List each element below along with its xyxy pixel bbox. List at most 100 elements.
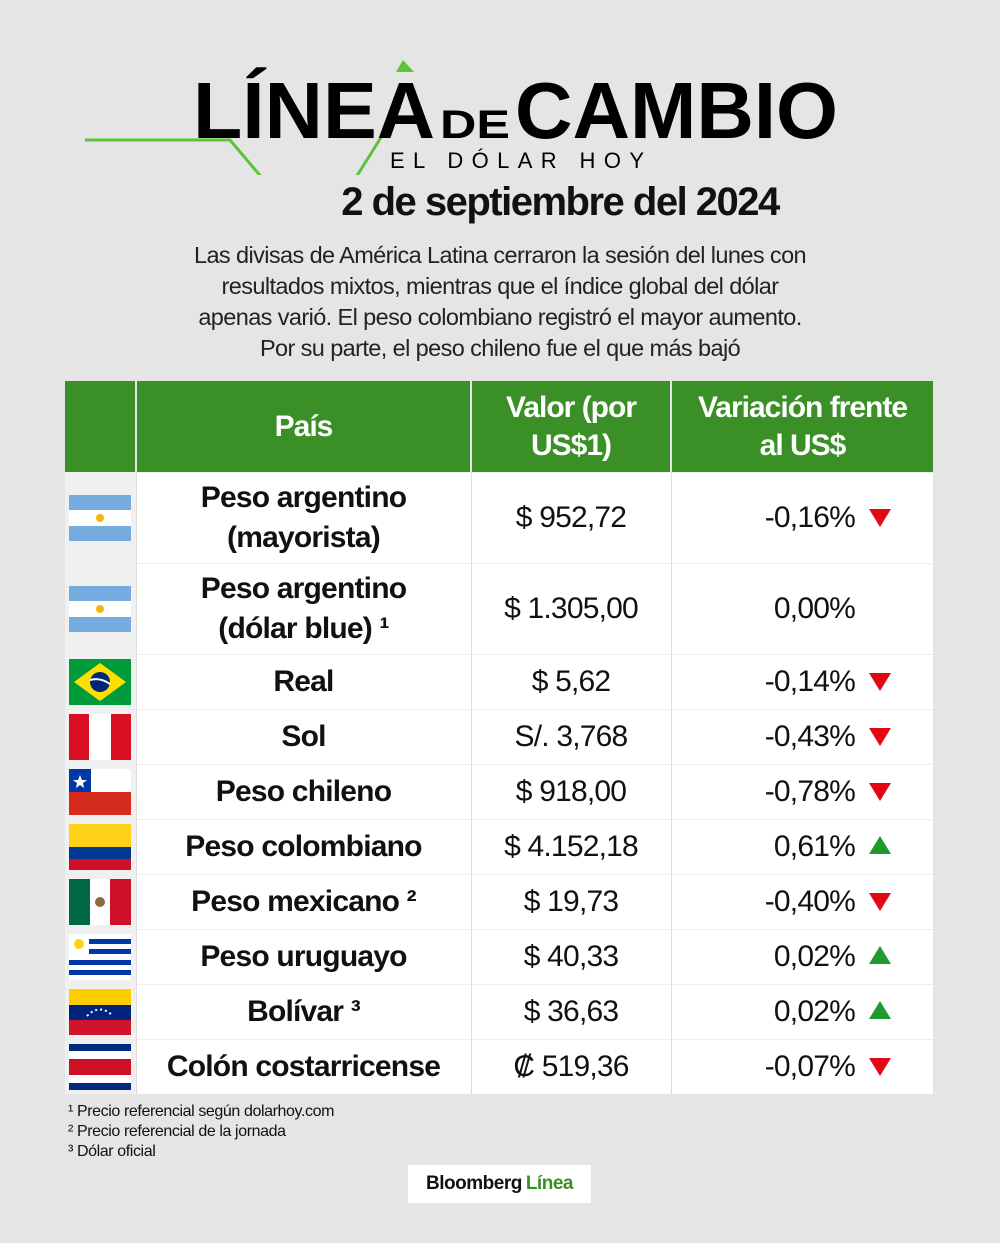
table-row: Peso argentino (mayorista) $ 952,72 -0,16%	[65, 472, 933, 564]
variation-cell: 0,61%	[670, 819, 933, 875]
rate-value: $ 918,00	[470, 764, 671, 820]
intro-line: Las divisas de América Latina cerraron l…	[193, 242, 807, 268]
shape	[869, 946, 891, 964]
currency-name: Peso chileno	[135, 764, 471, 820]
text-line: (dólar blue) ¹	[218, 612, 389, 645]
shape	[69, 714, 90, 760]
shape	[69, 586, 132, 601]
footnote: ² Precio referencial de la jornada	[68, 1123, 286, 1140]
trend-arrow	[869, 1001, 891, 1019]
rate-value: $ 1.305,00	[470, 563, 671, 655]
flag	[69, 586, 132, 632]
rate-value: S/. 3,768	[470, 709, 671, 765]
currency-name: Peso mexicano ²	[135, 874, 471, 930]
variation: 0,00%	[773, 592, 856, 625]
variation-cell: -0,14%	[670, 654, 933, 710]
shape	[69, 1005, 132, 1020]
logo-word: CAMBIO	[515, 66, 838, 155]
shape	[90, 672, 111, 692]
currency-name: Peso argentino (mayorista)	[135, 472, 471, 564]
shape	[69, 1083, 132, 1090]
shape	[86, 1008, 114, 1017]
variation-cell: 0,02%	[670, 984, 933, 1040]
text-line: Peso uruguayo	[200, 940, 407, 973]
shape	[96, 605, 105, 613]
text-line: Valor (por	[505, 390, 637, 424]
variation: 0,02%	[773, 940, 856, 973]
table-row: Peso chileno $ 918,00 -0,78%	[65, 764, 933, 820]
rate-value: $ 40,33	[470, 929, 671, 985]
shape	[869, 509, 891, 527]
flag-cell	[65, 764, 136, 820]
brand-suffix: Línea	[525, 1173, 574, 1194]
flag	[69, 659, 132, 705]
brand-name: Bloomberg	[426, 1173, 522, 1194]
flag-cell	[65, 874, 136, 930]
shape	[869, 836, 891, 854]
header-cell: Valor (por US$1)	[470, 381, 671, 473]
shape	[69, 526, 132, 541]
trend-arrow	[869, 509, 891, 527]
text-line: Peso colombiano	[185, 830, 422, 863]
text-line: Peso argentino	[200, 572, 407, 605]
shape	[89, 678, 111, 685]
flag	[69, 1044, 132, 1090]
currency-name: Peso uruguayo	[135, 929, 471, 985]
shape	[89, 949, 132, 954]
table-row: Real $ 5,62 -0,14%	[65, 654, 933, 710]
shape	[869, 1058, 891, 1076]
text-line: País	[274, 409, 334, 443]
flag-cell	[65, 819, 136, 875]
rate-value: ₡ 519,36	[470, 1039, 671, 1094]
shape	[69, 970, 132, 975]
flag-cell	[65, 654, 136, 710]
rate-value: $ 4.152,18	[470, 819, 671, 875]
shape	[73, 775, 88, 788]
logo-arrow-line	[85, 106, 402, 175]
shape	[869, 893, 891, 911]
variation: -0,14%	[764, 665, 856, 698]
variation: -0,07%	[764, 1050, 856, 1083]
variation: 0,02%	[773, 995, 856, 1028]
shape	[69, 1059, 132, 1075]
flag	[69, 495, 132, 541]
trend-arrow	[869, 783, 891, 801]
logo-arrow-head	[396, 60, 414, 72]
shape	[869, 673, 891, 691]
table-body: Peso argentino (mayorista) $ 952,72 -0,16% P…	[65, 472, 933, 1094]
variation: -0,16%	[764, 501, 856, 534]
currency-name: Bolívar ³	[135, 984, 471, 1040]
currency-name: Real	[135, 654, 471, 710]
currency-name: Peso argentino (dólar blue) ¹	[135, 563, 471, 655]
flag-cell	[65, 929, 136, 985]
flag	[69, 989, 132, 1035]
flag	[69, 879, 132, 925]
text-line: Peso mexicano ²	[191, 885, 417, 918]
text-line: Peso argentino	[200, 481, 407, 514]
trend-arrow	[869, 893, 891, 911]
flag-cell	[65, 709, 136, 765]
variation-cell: -0,43%	[670, 709, 933, 765]
text-line: al US$	[759, 428, 847, 462]
trend-arrow	[869, 728, 891, 746]
shape	[69, 960, 132, 965]
shape	[96, 514, 105, 522]
variation-cell: -0,40%	[670, 874, 933, 930]
shape	[69, 824, 132, 847]
rate-value: $ 19,73	[470, 874, 671, 930]
flag	[69, 824, 132, 870]
flag	[69, 934, 132, 980]
shape	[89, 939, 132, 944]
text-line: Peso chileno	[215, 775, 392, 808]
footnote: ¹ Precio referencial según dolarhoy.com	[68, 1103, 335, 1120]
table-row: Bolívar ³ $ 36,63 0,02%	[65, 984, 933, 1040]
shape	[69, 1044, 132, 1051]
header-row: País Valor (por US$1) Variación frente al …	[65, 381, 933, 473]
variation: -0,43%	[764, 720, 856, 753]
intro-line: apenas varió. El peso colombiano registr…	[198, 304, 802, 330]
brand: Bloomberg Línea	[408, 1165, 591, 1203]
shape: País Valor (por US$1) Variación frente al …	[65, 381, 933, 473]
trend-arrow	[869, 836, 891, 854]
shape	[95, 897, 106, 907]
